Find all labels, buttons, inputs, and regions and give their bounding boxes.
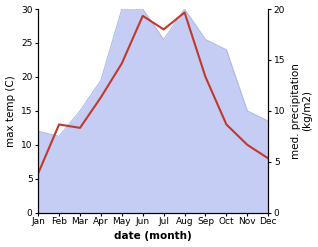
Y-axis label: med. precipitation
(kg/m2): med. precipitation (kg/m2) <box>291 63 313 159</box>
X-axis label: date (month): date (month) <box>114 231 192 242</box>
Y-axis label: max temp (C): max temp (C) <box>5 75 16 147</box>
